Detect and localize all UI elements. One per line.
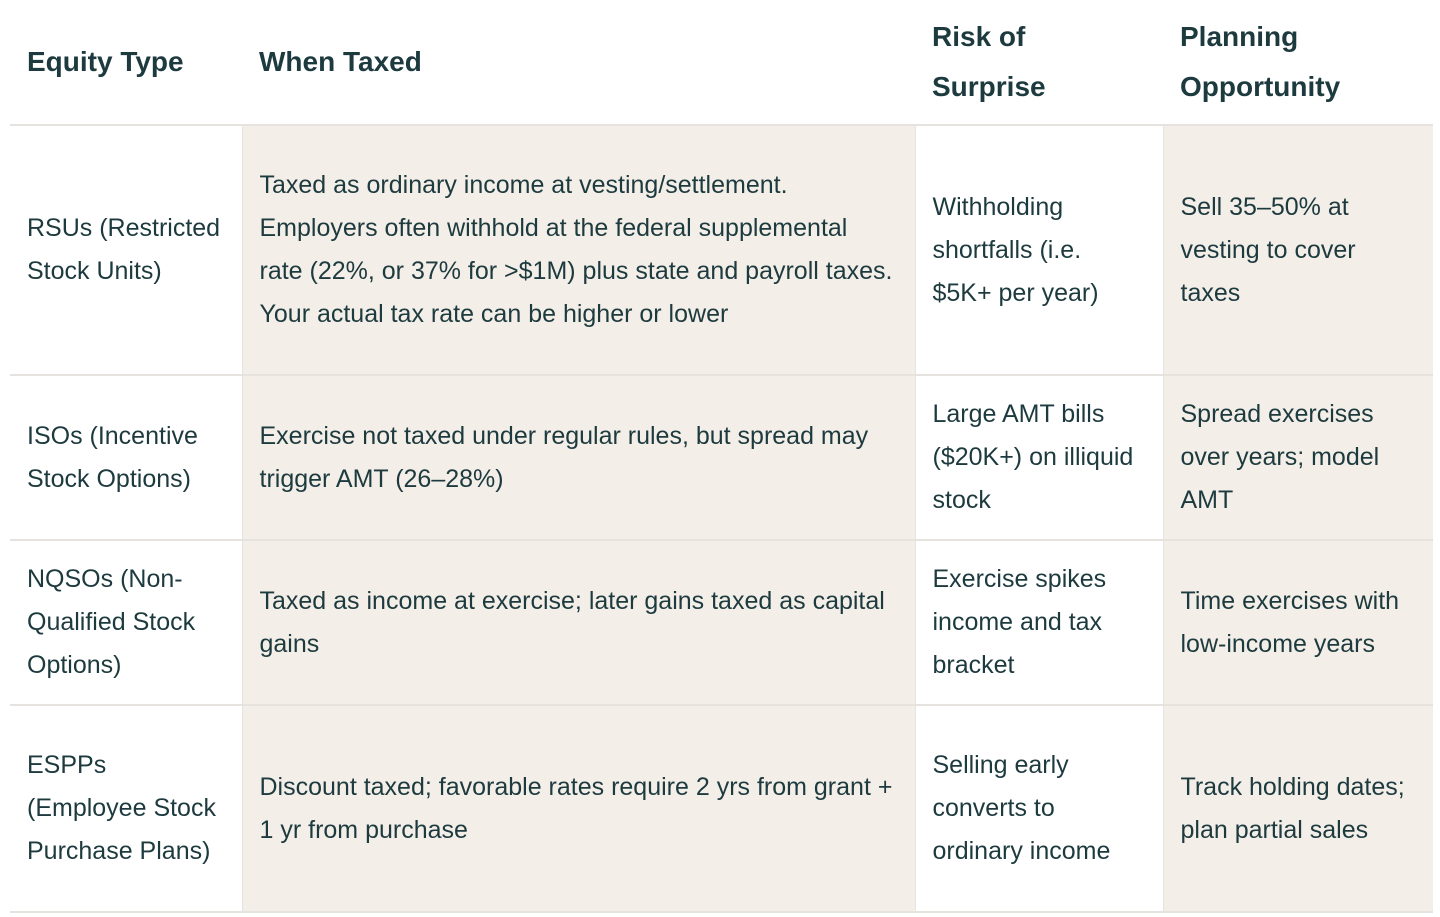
column-header: Equity Type bbox=[27, 46, 184, 77]
table-cell: RSUs (Restricted Stock Units) bbox=[10, 124, 242, 375]
table-cell: Large AMT bills ($20K+) on illiquid stoc… bbox=[915, 374, 1163, 540]
table-cell: Time exercises with low-income years bbox=[1162, 539, 1433, 705]
table-row: ISOs (Incentive Stock Options) Exercise n… bbox=[10, 374, 1433, 540]
table-cell: Discount taxed; favorable rates require … bbox=[241, 704, 916, 913]
equity-table: Equity Type When Taxed Risk of Surprise Pla… bbox=[10, 0, 1433, 913]
table-cell: Spread exercises over years; model AMT bbox=[1162, 374, 1433, 540]
column-header: Planning Opportunity bbox=[1180, 21, 1341, 102]
table-cell: ISOs (Incentive Stock Options) bbox=[10, 374, 242, 540]
table-cell: Taxed as ordinary income at vesting/sett… bbox=[241, 124, 916, 375]
table-cell: Sell 35–50% at vesting to cover taxes bbox=[1162, 124, 1433, 375]
table-cell: Exercise not taxed under regular rules, … bbox=[241, 374, 916, 540]
table-cell: Track holding dates; plan partial sales bbox=[1162, 704, 1433, 913]
table-cell: Withholding shortfalls (i.e. $5K+ per ye… bbox=[915, 124, 1163, 375]
table-cell: Taxed as income at exercise; later gains… bbox=[241, 539, 916, 705]
column-header: When Taxed bbox=[259, 46, 422, 77]
table-body: RSUs (Restricted Stock Units) Taxed as or… bbox=[10, 124, 1433, 913]
column-header: Risk of Surprise bbox=[932, 21, 1046, 102]
table-cell: ESPPs (Employee Stock Purchase Plans) bbox=[10, 704, 242, 913]
table-cell: Exercise spikes income and tax bracket bbox=[915, 539, 1163, 705]
table-row: RSUs (Restricted Stock Units) Taxed as or… bbox=[10, 124, 1433, 375]
table-cell: Selling early converts to ordinary incom… bbox=[915, 704, 1163, 913]
header-row: Equity Type When Taxed Risk of Surprise Pla… bbox=[10, 0, 1433, 125]
table-cell: NQSOs (Non-Qualified Stock Options) bbox=[10, 539, 242, 705]
table-row: ESPPs (Employee Stock Purchase Plans) Dis… bbox=[10, 704, 1433, 913]
table-row: NQSOs (Non-Qualified Stock Options) Taxed… bbox=[10, 539, 1433, 705]
table-header: Equity Type When Taxed Risk of Surprise Pla… bbox=[10, 0, 1433, 125]
